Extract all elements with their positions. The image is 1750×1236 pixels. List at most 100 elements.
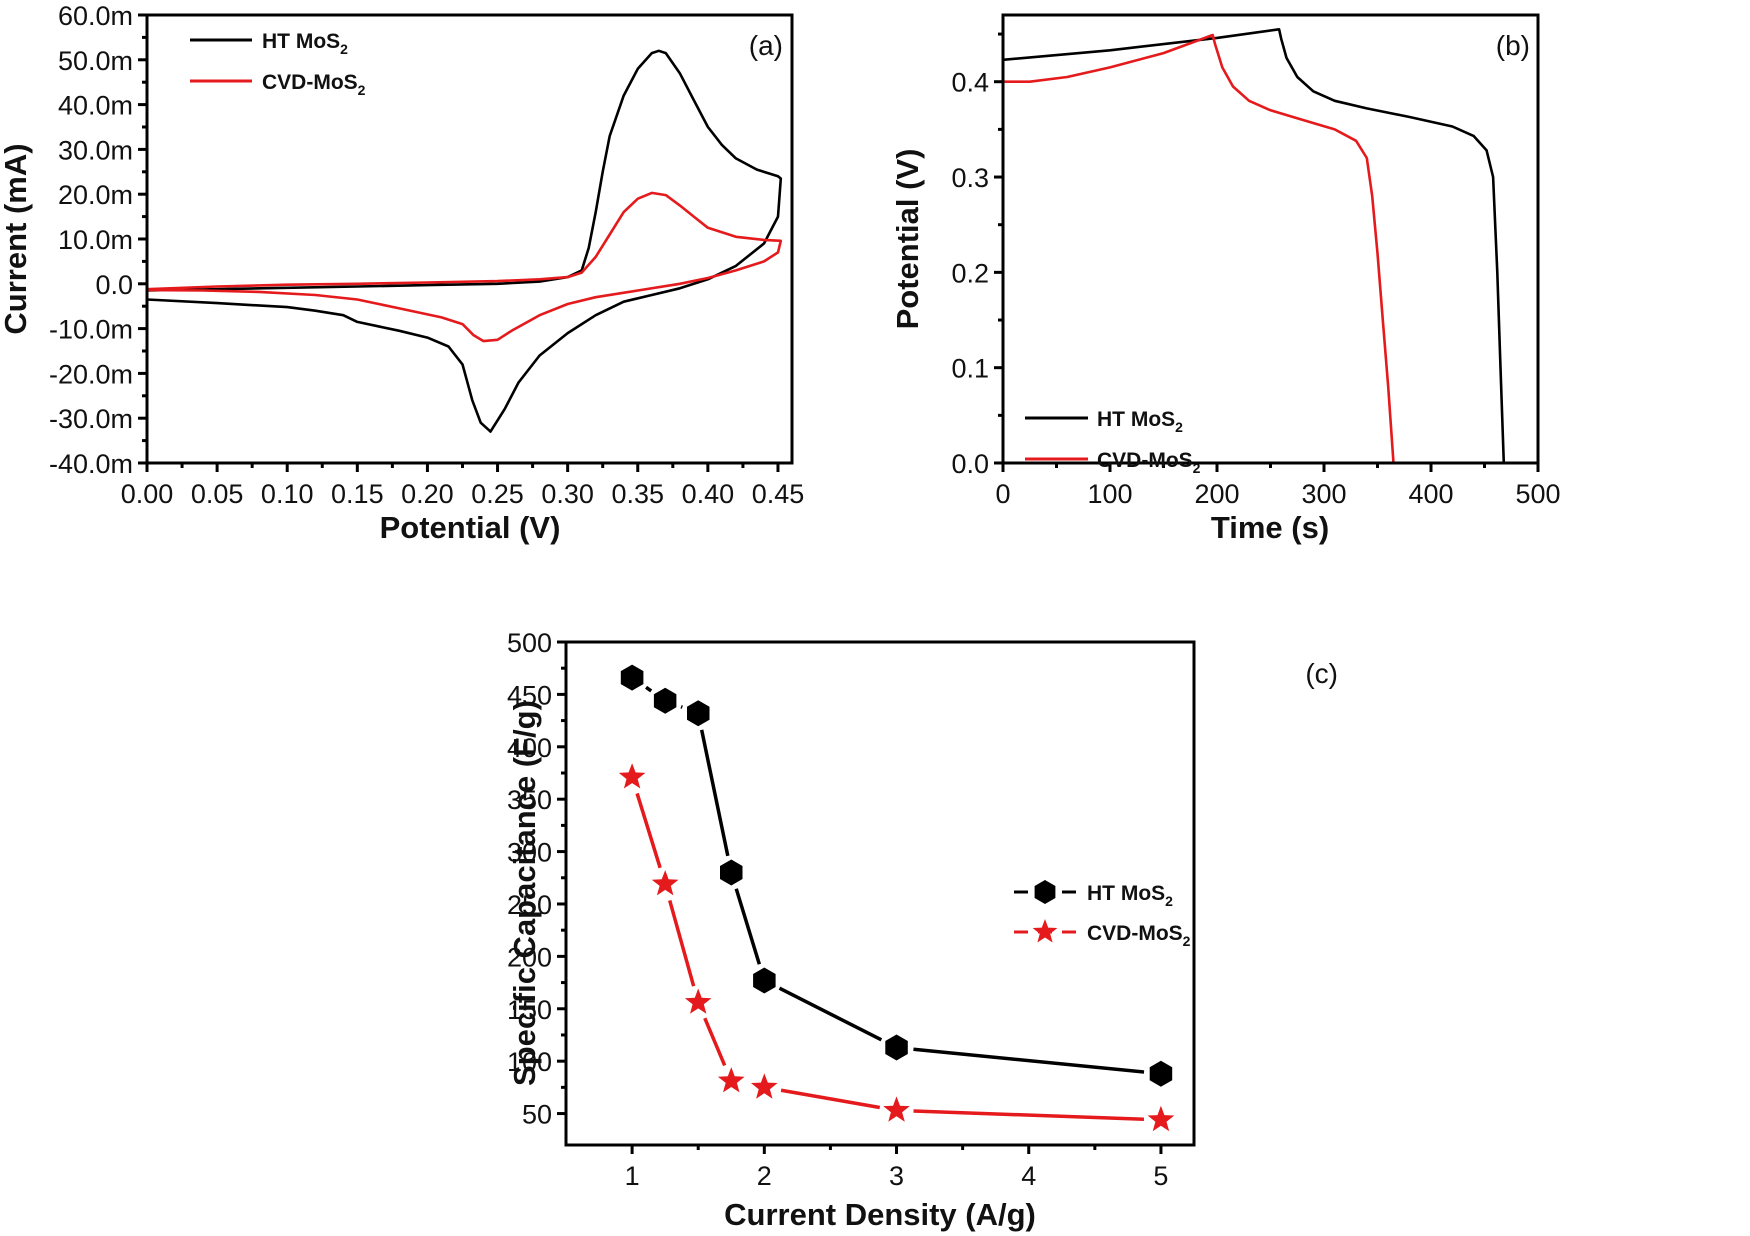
y-tick-label: 300 bbox=[507, 838, 552, 868]
x-tick-label: 0.00 bbox=[121, 479, 174, 509]
panel-c-y-axis-title: Specific Capacitance (F/g) bbox=[507, 700, 542, 1086]
panel-a-cv-curves: 0.00 0.05 0.10 0.15 0.20 0.25 0.30 0.35 0.40 0.45… bbox=[0, 1, 804, 545]
data-point-star-cvd-mos2 bbox=[618, 763, 646, 789]
x-tick-label: 200 bbox=[1194, 479, 1239, 509]
y-tick-label: 0.2 bbox=[951, 258, 989, 288]
panel-b-plot-frame bbox=[1001, 13, 1540, 465]
panel-b-x-axis-title: Time (s) bbox=[1211, 510, 1329, 545]
data-point-hexagon-ht-mos2 bbox=[720, 859, 743, 886]
y-tick-label: -10.0m bbox=[49, 315, 133, 345]
panel-b-label: (b) bbox=[1496, 30, 1530, 61]
series-segment-ht-mos2 bbox=[699, 729, 730, 857]
x-tick-label: 0.05 bbox=[191, 479, 244, 509]
data-point-hexagon-ht-mos2 bbox=[885, 1034, 908, 1061]
panel-c-legend-marker-hexagon bbox=[1034, 880, 1056, 904]
y-tick-label: 60.0m bbox=[58, 1, 133, 31]
panel-a-y-axis-title: Current (mA) bbox=[0, 143, 33, 334]
panel-b-series-group bbox=[1002, 28, 1506, 464]
panel-b-legend-label-cvd: CVD-MoS2 bbox=[1097, 449, 1201, 476]
data-point-hexagon-ht-mos2 bbox=[687, 700, 710, 727]
x-tick-label: 0.10 bbox=[261, 479, 314, 509]
panel-c-specific-capacitance: 1 2 3 4 5 50 100 150 200 250 300 350 400 450 500 Curre… bbox=[507, 628, 1338, 1232]
data-point-hexagon-ht-mos2 bbox=[1149, 1060, 1173, 1087]
panel-c-legend: HT MoS2 CVD-MoS2 bbox=[1014, 880, 1191, 949]
x-tick-label: 0.40 bbox=[682, 479, 735, 509]
panel-b-ticks: 0 100 200 300 400 500 0.0 0.1 0.2 0.3 0.4 bbox=[951, 32, 1561, 509]
series-line-cvd-mos2 bbox=[1003, 33, 1395, 464]
series-segment-cvd-mos2 bbox=[703, 1017, 727, 1067]
panel-b-charge-discharge: 0 100 200 300 400 500 0.0 0.1 0.2 0.3 0.4 Time (s)… bbox=[890, 13, 1561, 545]
y-tick-label: -30.0m bbox=[49, 404, 133, 434]
x-tick-label: 100 bbox=[1087, 479, 1132, 509]
panel-a-ticks: 0.00 0.05 0.10 0.15 0.20 0.25 0.30 0.35 0.40 0.45… bbox=[49, 1, 804, 509]
panel-b-legend-label-ht: HT MoS2 bbox=[1097, 408, 1183, 435]
panel-c-series-group bbox=[618, 664, 1175, 1132]
data-point-star-cvd-mos2 bbox=[651, 870, 679, 896]
y-tick-label: 450 bbox=[507, 680, 552, 710]
y-tick-label: 500 bbox=[507, 628, 552, 658]
panel-c-plot-frame bbox=[564, 640, 1196, 1147]
panel-c-label: (c) bbox=[1305, 658, 1338, 689]
series-segment-ht-mos2 bbox=[913, 1047, 1145, 1074]
panel-a-legend: HT MoS2 CVD-MoS2 bbox=[190, 30, 366, 98]
panel-a-legend-label-ht: HT MoS2 bbox=[262, 30, 348, 57]
x-tick-label: 0.15 bbox=[331, 479, 384, 509]
panel-b-y-axis-title: Potential (V) bbox=[890, 149, 925, 330]
series-line-cvd-mos2 bbox=[145, 191, 783, 343]
data-point-star-cvd-mos2 bbox=[684, 988, 712, 1014]
x-tick-label: 500 bbox=[1515, 479, 1560, 509]
data-point-hexagon-ht-mos2 bbox=[753, 967, 776, 994]
series-line-ht-mos2 bbox=[145, 49, 783, 433]
x-tick-label: 0.30 bbox=[541, 479, 594, 509]
panel-b-legend: HT MoS2 CVD-MoS2 bbox=[1025, 408, 1201, 476]
y-tick-label: -40.0m bbox=[49, 449, 133, 479]
series-segment-cvd-mos2 bbox=[668, 899, 696, 987]
data-point-hexagon-ht-mos2 bbox=[653, 687, 677, 714]
y-tick-label: 100 bbox=[507, 1047, 552, 1077]
x-tick-label: 0.20 bbox=[401, 479, 454, 509]
panel-a-x-axis-title: Potential (V) bbox=[380, 510, 561, 545]
y-tick-label: 350 bbox=[507, 785, 552, 815]
y-tick-label: 0.1 bbox=[951, 354, 989, 384]
panel-c-ticks: 1 2 3 4 5 50 100 150 200 250 300 350 400 450 500 bbox=[507, 628, 1169, 1191]
y-tick-label: 400 bbox=[507, 733, 552, 763]
data-point-star-cvd-mos2 bbox=[751, 1073, 778, 1099]
series-line-ht-mos2 bbox=[1002, 28, 1506, 464]
x-tick-label: 0.35 bbox=[611, 479, 664, 509]
y-tick-label: 0.0 bbox=[95, 270, 133, 300]
series-segment-ht-mos2 bbox=[778, 986, 883, 1042]
x-tick-label: 1 bbox=[625, 1161, 640, 1191]
series-segment-cvd-mos2 bbox=[635, 792, 662, 869]
data-point-star-cvd-mos2 bbox=[1147, 1105, 1175, 1132]
panel-c-legend-label-ht: HT MoS2 bbox=[1087, 882, 1173, 909]
series-segment-cvd-mos2 bbox=[913, 1109, 1145, 1121]
data-point-star-cvd-mos2 bbox=[883, 1096, 910, 1122]
x-tick-label: 0 bbox=[995, 479, 1010, 509]
panel-c-x-axis-title: Current Density (A/g) bbox=[724, 1197, 1036, 1232]
panel-a-legend-label-cvd: CVD-MoS2 bbox=[262, 71, 366, 98]
series-segment-cvd-mos2 bbox=[780, 1088, 881, 1110]
y-tick-label: 200 bbox=[507, 942, 552, 972]
data-point-star-cvd-mos2 bbox=[717, 1067, 745, 1093]
x-tick-label: 0.45 bbox=[752, 479, 805, 509]
panel-a-label: (a) bbox=[749, 30, 783, 61]
x-tick-label: 300 bbox=[1301, 479, 1346, 509]
y-tick-label: 0.4 bbox=[951, 68, 989, 98]
panel-c-legend-marker-star bbox=[1032, 919, 1058, 943]
y-tick-label: 30.0m bbox=[58, 135, 133, 165]
y-tick-label: 20.0m bbox=[58, 180, 133, 210]
x-tick-label: 5 bbox=[1153, 1161, 1168, 1191]
x-tick-label: 0.25 bbox=[471, 479, 524, 509]
y-tick-label: 50.0m bbox=[58, 46, 133, 76]
y-tick-label: 40.0m bbox=[58, 91, 133, 121]
panel-a-series-group bbox=[145, 49, 783, 433]
panel-c-legend-label-cvd: CVD-MoS2 bbox=[1087, 922, 1191, 949]
series-segment-ht-mos2 bbox=[645, 685, 653, 693]
y-tick-label: 50 bbox=[522, 1100, 552, 1130]
x-tick-label: 4 bbox=[1021, 1161, 1036, 1191]
y-tick-label: 0.3 bbox=[951, 163, 989, 193]
data-point-hexagon-ht-mos2 bbox=[620, 664, 644, 691]
series-segment-ht-mos2 bbox=[734, 888, 762, 965]
x-tick-label: 2 bbox=[757, 1161, 772, 1191]
